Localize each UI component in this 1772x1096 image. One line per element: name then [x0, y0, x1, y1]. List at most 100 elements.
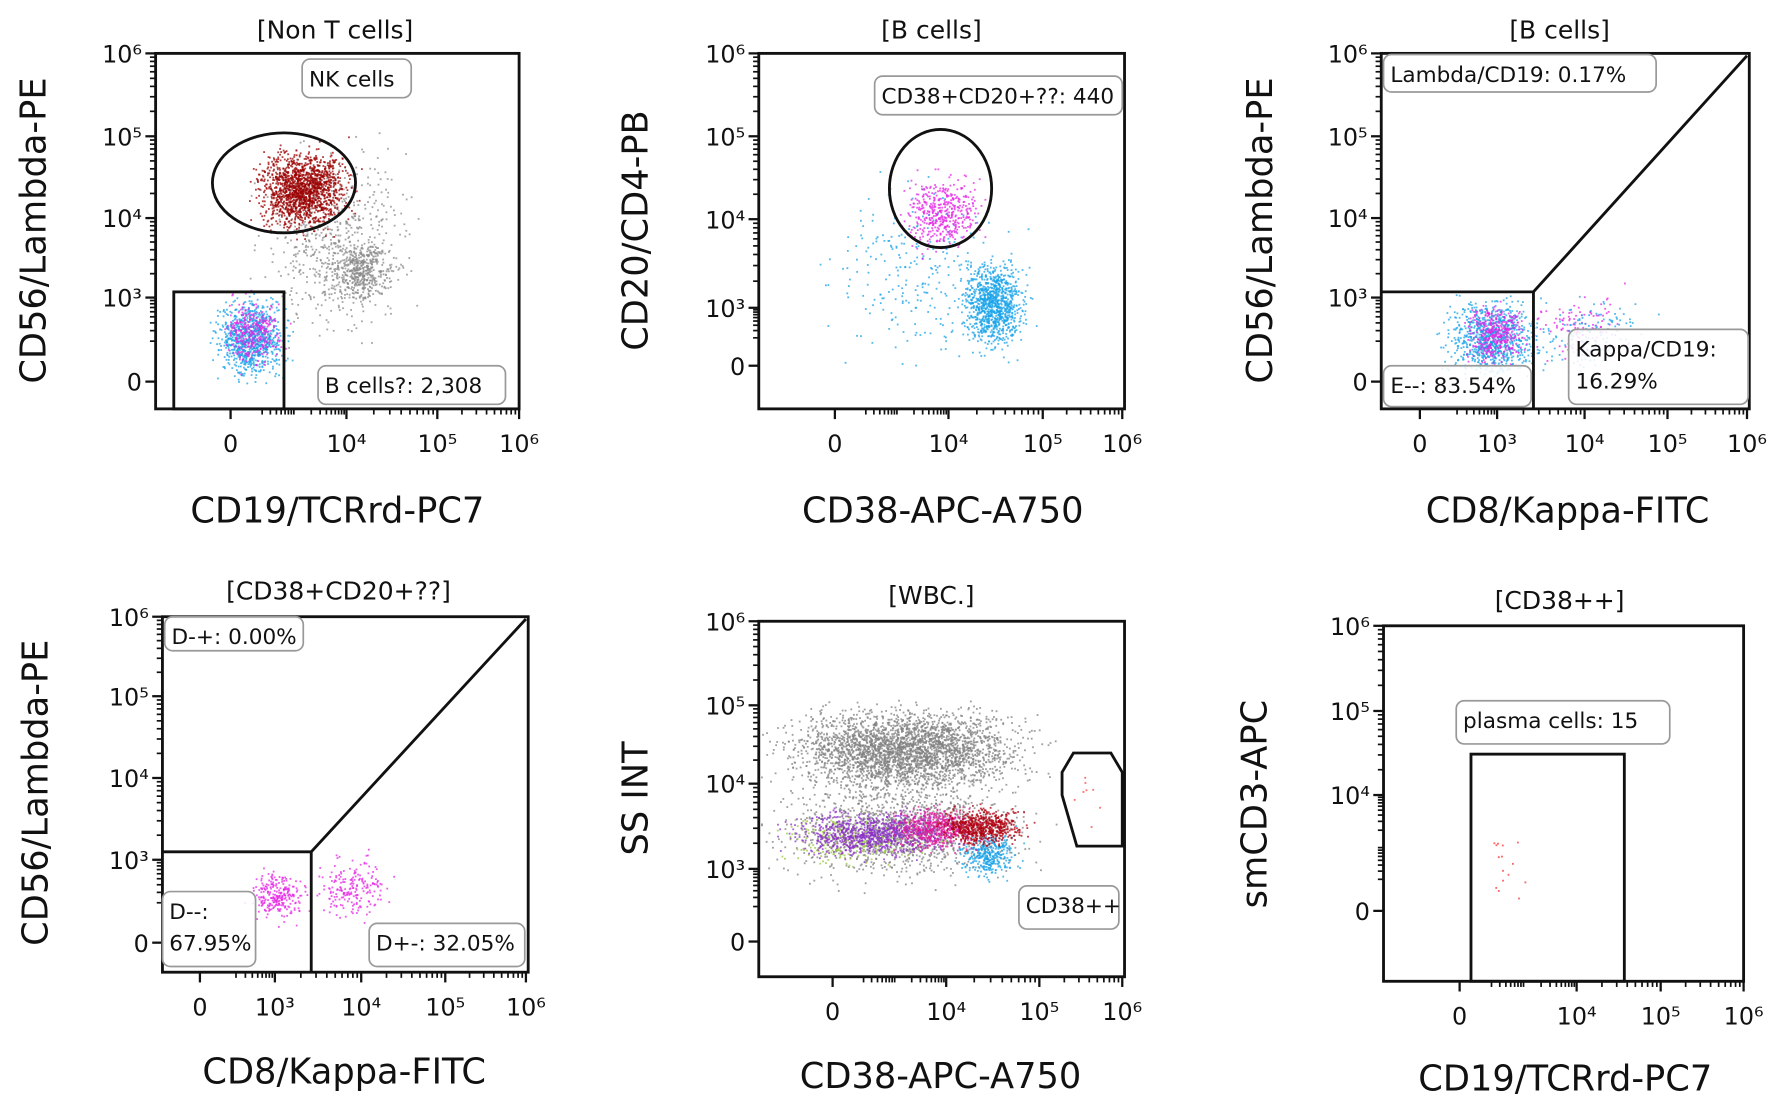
data-point-pop1: [970, 261, 972, 264]
data-point-pop2: [891, 248, 894, 250]
data-point-pop1: [981, 273, 984, 276]
data-point-pop4: [236, 369, 238, 372]
data-point-pop2: [376, 260, 379, 263]
data-point-pop4: [278, 358, 280, 361]
data-point-pop1: [991, 311, 994, 314]
data-point-pop3: [302, 170, 305, 173]
data-point-pop1: [990, 283, 993, 286]
data-point-pop3: [276, 193, 279, 196]
data-point-pop3: [304, 238, 307, 240]
data-point-pop3: [321, 170, 324, 172]
data-point-pop3: [263, 196, 265, 199]
data-point-pop1: [370, 224, 373, 226]
data-point-pop5: [235, 336, 238, 339]
data-point-pop3: [289, 180, 292, 183]
data-point-pop3: [323, 177, 326, 180]
data-point-pop2: [904, 266, 907, 269]
data-point-pop2: [375, 247, 378, 249]
data-point-pop3: [292, 189, 295, 192]
data-point-pop4: [251, 348, 254, 351]
data-point-pop3: [291, 171, 294, 174]
data-point-pop1: [1011, 314, 1014, 317]
data-point-pop4: [247, 311, 249, 313]
data-point-pop1: [1001, 299, 1004, 302]
data-point-pop4: [231, 367, 234, 370]
data-point-pop1: [370, 266, 373, 269]
data-point-pop1: [1004, 267, 1006, 270]
data-point-pop1: [405, 198, 408, 201]
data-point-pop1: [331, 228, 333, 231]
data-point-pop1: [399, 233, 401, 236]
data-point-pop3: [266, 174, 269, 177]
data-point-pop5: [245, 330, 247, 333]
data-point-pop1: [966, 306, 969, 309]
data-point-pop1: [1000, 280, 1003, 283]
data-point-pop3: [295, 214, 298, 217]
data-point-pop1: [283, 207, 285, 210]
data-point-pop4: [248, 295, 251, 298]
data-point-pop3: [293, 192, 296, 195]
data-point-pop1: [1000, 302, 1002, 305]
data-point-pop5: [232, 352, 235, 355]
data-point-pop3: [306, 209, 309, 212]
data-point-pop3: [299, 199, 302, 202]
data-point-pop4: [254, 369, 257, 372]
data-point-pop3: [332, 182, 335, 185]
data-point-pop3: [283, 186, 286, 189]
data-point-pop2: [356, 245, 359, 248]
data-point-pop4: [260, 333, 263, 336]
data-point-pop4: [271, 303, 274, 306]
data-point-pop3: [301, 166, 304, 169]
data-point-pop5: [244, 319, 246, 322]
data-point-pop3: [328, 173, 331, 176]
data-point-pop1: [339, 289, 342, 291]
data-point-pop3: [305, 173, 308, 176]
data-point-pop5: [253, 345, 256, 348]
data-point-pop1: [996, 310, 999, 313]
data-point-pop2: [370, 282, 373, 285]
data-point-pop2: [362, 296, 365, 299]
data-point-pop1: [1011, 264, 1014, 267]
data-point-pop1: [320, 231, 323, 234]
data-point-pop2: [921, 283, 924, 286]
data-point-pop3: [281, 211, 284, 214]
data-point-pop1: [977, 289, 980, 291]
data-point-pop1: [1003, 322, 1006, 325]
data-point-pop3: [333, 161, 335, 164]
data-point-pop1: [1006, 317, 1009, 320]
data-point-pop2: [357, 262, 360, 265]
data-point-pop4: [279, 334, 282, 337]
data-point-pop1: [976, 272, 979, 275]
data-point-pop2: [350, 251, 353, 254]
data-point-pop2: [352, 269, 355, 272]
data-point-pop3: [329, 155, 332, 158]
data-point-pop1: [346, 274, 349, 277]
data-point-pop1: [325, 275, 328, 278]
data-point-pop3: [306, 156, 309, 159]
data-point-pop4: [247, 337, 250, 340]
data-point-pop1: [988, 302, 991, 305]
data-point-pop1: [1007, 323, 1010, 326]
data-point-pop3: [330, 203, 333, 206]
data-point-pop1: [1015, 290, 1017, 292]
data-point-pop4: [232, 330, 235, 332]
data-point-pop3: [332, 159, 335, 162]
data-point-pop1: [402, 193, 404, 196]
data-point-pop4: [240, 331, 242, 334]
data-point-pop1: [961, 311, 963, 314]
data-point-pop1: [980, 294, 983, 297]
data-point-pop1: [296, 252, 299, 255]
data-point-pop3: [273, 194, 276, 197]
data-point-pop3: [290, 159, 293, 162]
data-point-pop5: [270, 305, 273, 307]
data-point-pop3: [298, 170, 300, 172]
data-point-pop2: [350, 274, 353, 277]
data-point-pop4: [256, 311, 259, 314]
data-point-pop3: [283, 151, 286, 154]
data-point-pop2: [356, 261, 359, 264]
data-point-pop2: [342, 267, 344, 270]
data-point-pop1: [328, 296, 331, 299]
data-point-pop2: [351, 292, 354, 295]
data-point-pop2: [341, 297, 343, 300]
